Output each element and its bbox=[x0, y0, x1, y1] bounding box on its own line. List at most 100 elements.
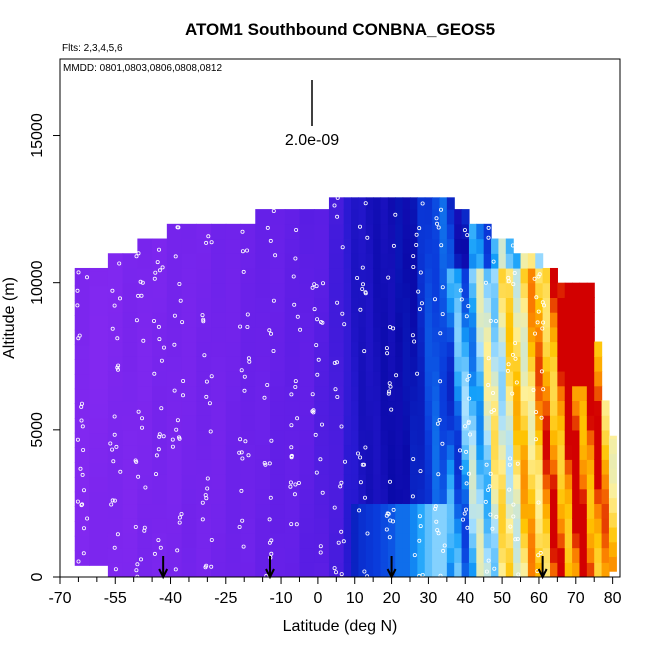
heatmap-cell bbox=[432, 341, 441, 357]
heatmap-cell bbox=[380, 238, 389, 254]
heatmap-cell bbox=[74, 535, 91, 552]
heatmap-cell bbox=[550, 267, 558, 284]
heatmap-cell bbox=[454, 326, 463, 343]
sample-point bbox=[246, 453, 251, 458]
heatmap-cell bbox=[446, 223, 455, 240]
heatmap-cell bbox=[535, 518, 544, 534]
heatmap-cell bbox=[107, 444, 124, 460]
heatmap-cell bbox=[211, 473, 227, 490]
heatmap-cell bbox=[395, 267, 404, 284]
heatmap-cell bbox=[351, 253, 360, 269]
heatmap-cell bbox=[513, 459, 522, 475]
sample-point bbox=[334, 360, 339, 365]
heatmap-cell bbox=[107, 267, 124, 284]
heatmap-cell bbox=[564, 547, 573, 563]
heatmap-cell bbox=[328, 282, 345, 298]
heatmap-cell bbox=[424, 253, 433, 269]
sample-point bbox=[177, 520, 182, 525]
heatmap-cell bbox=[343, 400, 352, 416]
sample-point bbox=[333, 570, 338, 575]
sample-point bbox=[79, 418, 84, 423]
sample-point bbox=[296, 480, 301, 485]
heatmap-cell bbox=[328, 400, 345, 416]
heatmap-cell bbox=[564, 532, 573, 549]
heatmap-cell bbox=[579, 415, 588, 431]
heatmap-cell bbox=[166, 518, 183, 534]
heatmap-cell bbox=[535, 547, 544, 563]
heatmap-cell bbox=[572, 370, 581, 387]
x-tick-label: 60 bbox=[530, 590, 548, 607]
heatmap-cell bbox=[314, 267, 330, 284]
heatmap-cell bbox=[402, 400, 411, 416]
heatmap-cell bbox=[365, 415, 374, 431]
heatmap-cell bbox=[270, 429, 286, 446]
sample-point bbox=[484, 569, 489, 574]
sample-point bbox=[533, 437, 538, 442]
heatmap-cell bbox=[491, 297, 500, 313]
heatmap-cell bbox=[513, 282, 522, 298]
heatmap-cell bbox=[358, 312, 367, 328]
heatmap-cell bbox=[358, 370, 367, 387]
sample-point bbox=[239, 368, 244, 373]
heatmap-cell bbox=[351, 415, 360, 431]
heatmap-cell bbox=[314, 547, 330, 563]
heatmap-cell bbox=[601, 444, 610, 460]
heatmap-cell bbox=[107, 547, 124, 563]
heatmap-cell bbox=[284, 429, 301, 446]
heatmap-cell bbox=[240, 459, 256, 475]
heatmap-cell bbox=[461, 532, 470, 549]
heatmap-cell bbox=[527, 400, 536, 416]
heatmap-cell bbox=[527, 429, 536, 446]
sample-point bbox=[488, 471, 493, 476]
sample-point bbox=[386, 275, 391, 280]
heatmap-cell bbox=[166, 341, 183, 357]
heatmap-cell bbox=[284, 209, 301, 225]
sample-point bbox=[268, 495, 273, 500]
x-tick-label: -55 bbox=[104, 590, 127, 607]
heatmap-cell bbox=[107, 326, 124, 343]
heatmap-cell bbox=[122, 297, 138, 313]
heatmap-cell bbox=[601, 518, 610, 534]
heatmap-cell bbox=[498, 326, 507, 343]
heatmap-cell bbox=[579, 547, 588, 563]
heatmap-cell bbox=[564, 518, 573, 534]
heatmap-cell bbox=[410, 197, 418, 210]
heatmap-cell bbox=[542, 297, 551, 313]
heatmap-cell bbox=[572, 444, 581, 460]
heatmap-cell bbox=[166, 400, 183, 416]
heatmap-cell bbox=[152, 459, 168, 475]
heatmap-cell bbox=[365, 444, 374, 460]
heatmap-cell bbox=[513, 370, 522, 387]
sample-point bbox=[332, 203, 337, 208]
sample-point bbox=[465, 377, 470, 382]
sample-point bbox=[138, 557, 143, 562]
heatmap-cell bbox=[196, 415, 212, 431]
heatmap-cell bbox=[240, 444, 256, 460]
sample-point bbox=[157, 337, 162, 342]
heatmap-cell bbox=[520, 370, 529, 387]
heatmap-cell bbox=[387, 197, 396, 210]
heatmap-cell bbox=[395, 253, 404, 269]
sample-point bbox=[200, 517, 205, 522]
x-tick-label: 40 bbox=[456, 590, 474, 607]
sample-point bbox=[340, 245, 345, 250]
heatmap-cell bbox=[520, 562, 529, 577]
heatmap-cell bbox=[137, 488, 153, 505]
heatmap-cell bbox=[446, 267, 455, 284]
heatmap-cell bbox=[395, 312, 404, 328]
heatmap-cell bbox=[498, 518, 507, 534]
heatmap-cell bbox=[572, 459, 581, 475]
sample-point bbox=[363, 445, 368, 450]
sample-point bbox=[438, 331, 443, 336]
heatmap-cell bbox=[439, 518, 448, 534]
sample-point bbox=[489, 409, 494, 414]
heatmap-cell bbox=[586, 370, 595, 387]
heatmap-cell bbox=[240, 341, 256, 357]
heatmap-cell bbox=[314, 223, 330, 240]
heatmap-cell bbox=[476, 385, 485, 402]
heatmap-cell bbox=[373, 459, 382, 475]
heatmap-cell bbox=[498, 415, 507, 431]
sample-point bbox=[181, 378, 186, 383]
sample-point bbox=[293, 384, 298, 389]
heatmap-cell bbox=[424, 400, 433, 416]
